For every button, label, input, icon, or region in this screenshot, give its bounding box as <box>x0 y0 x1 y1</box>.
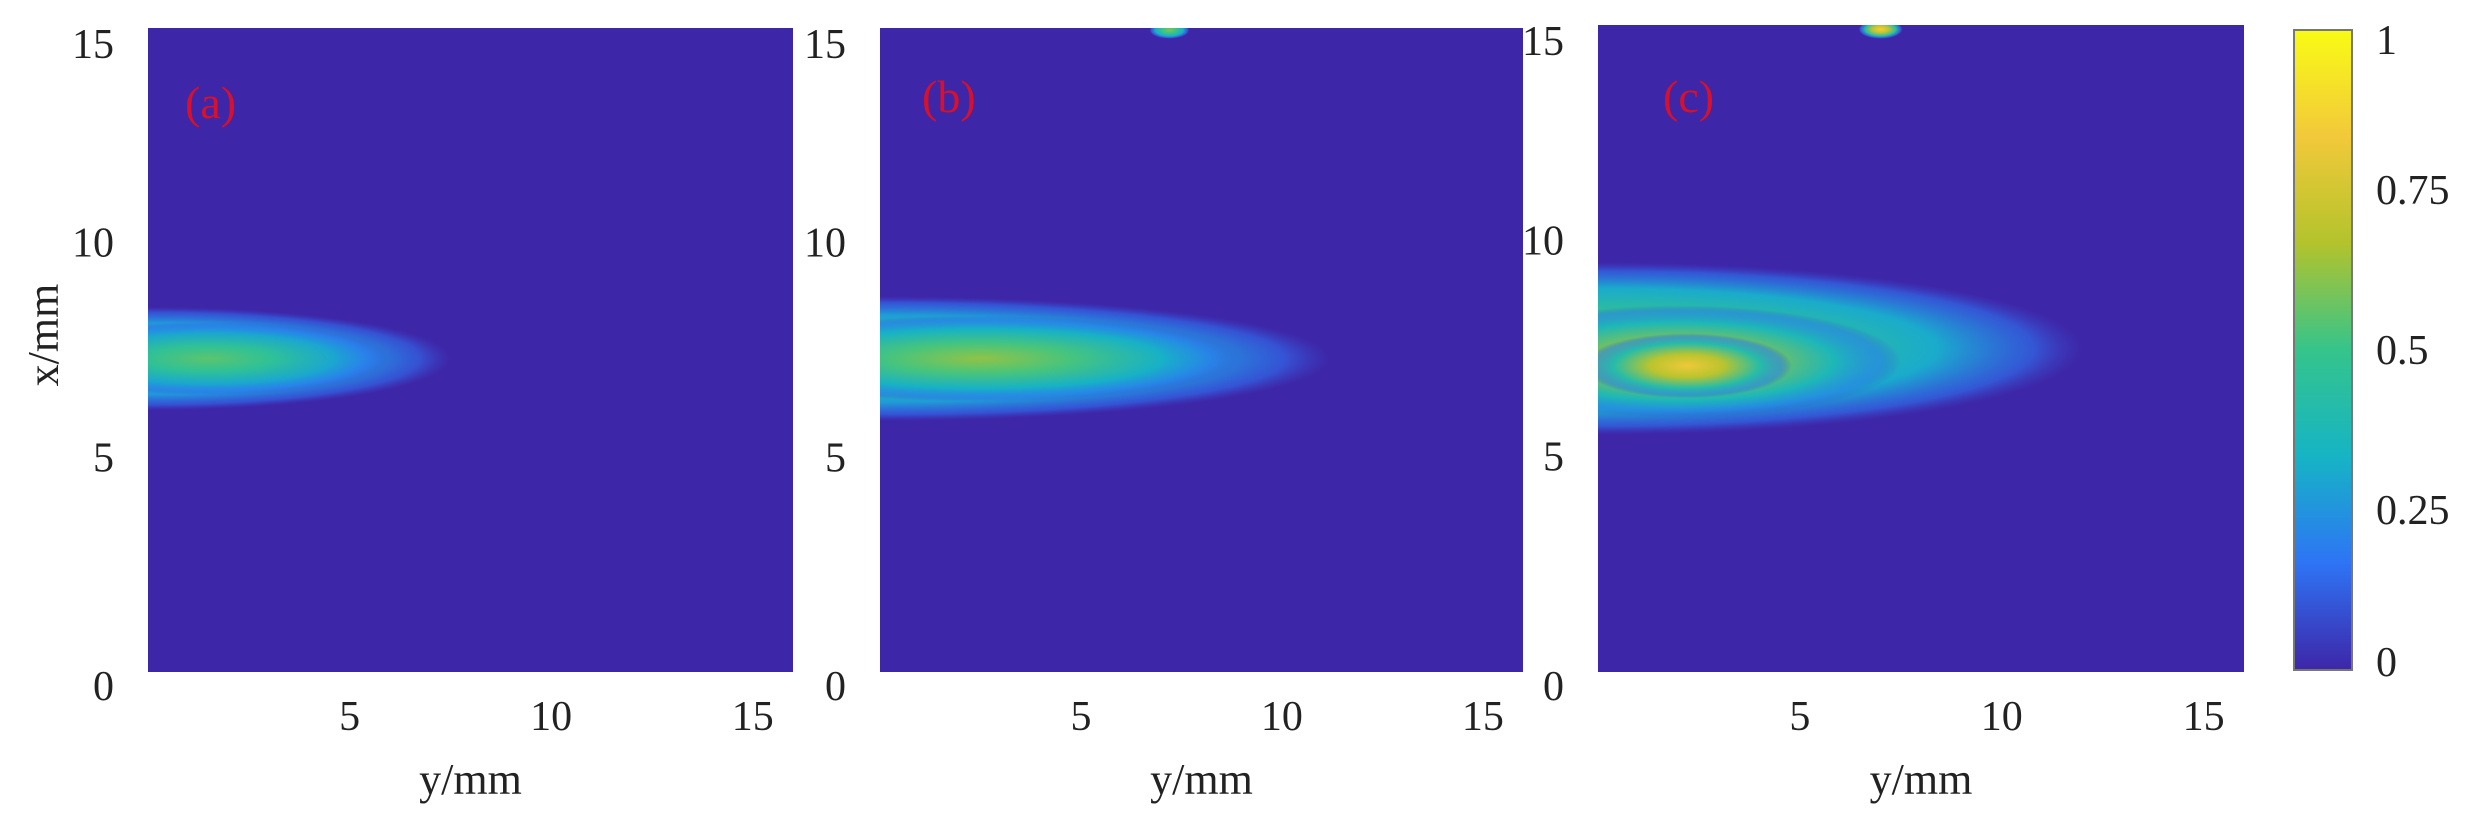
x-axis-label: y/mm <box>1870 755 1973 804</box>
x-tick-label: 10 <box>530 694 572 740</box>
x-tick-label: 10 <box>1981 694 2023 740</box>
x-tick-label: 15 <box>732 694 774 740</box>
y-tick-label: 10 <box>72 221 114 267</box>
colorbar-tick-label: 0 <box>2376 640 2397 686</box>
y-tick-label: 10 <box>804 221 846 267</box>
colorbar-tick-label: 1 <box>2376 18 2397 64</box>
y-tick-label: 0 <box>1543 664 1564 710</box>
colorbar-tick-label: 0.25 <box>2376 488 2450 534</box>
x-axis-label: y/mm <box>419 755 522 804</box>
x-tick-label: 5 <box>1789 694 1810 740</box>
y-tick-label: 15 <box>804 22 846 68</box>
y-tick-label: 15 <box>72 22 114 68</box>
colorbar-gradient <box>2293 29 2353 671</box>
panel-3: (c) 5 10 15 0 5 10 15 y/mm <box>1522 19 2244 804</box>
y-tick-label: 5 <box>93 435 114 481</box>
colorbar-tick-label: 0.75 <box>2376 168 2450 214</box>
panel-1: (a) 5 10 15 0 5 10 15 y/mm x/mm <box>19 22 793 804</box>
hotspot-intensity <box>1149 28 1190 39</box>
y-tick-label: 15 <box>1522 19 1564 65</box>
panel-2: (b) 5 10 15 0 5 10 15 y/mm <box>804 22 1523 804</box>
x-axis-label: y/mm <box>1150 755 1253 804</box>
x-tick-label: 15 <box>2183 694 2225 740</box>
panel-label: (b) <box>922 71 976 122</box>
plume-intensity <box>880 315 1242 402</box>
x-tick-label: 10 <box>1261 694 1303 740</box>
x-tick-label: 5 <box>339 694 360 740</box>
panel-label: (a) <box>185 77 236 128</box>
plume-intensity <box>148 322 390 396</box>
x-tick-label: 15 <box>1462 694 1504 740</box>
plume-intensity <box>1598 333 1792 399</box>
y-tick-label: 5 <box>825 435 846 481</box>
y-tick-label: 5 <box>1543 434 1564 480</box>
hotspot-intensity <box>1858 25 1903 39</box>
colorbar-tick-label: 0.5 <box>2376 328 2429 374</box>
y-axis-label: x/mm <box>19 284 68 387</box>
colorbar: 0 0.25 0.5 0.75 1 <box>2293 18 2450 686</box>
y-tick-label: 0 <box>93 664 114 710</box>
panel-label: (c) <box>1663 71 1714 122</box>
y-tick-label: 10 <box>1522 219 1564 265</box>
x-tick-label: 5 <box>1070 694 1091 740</box>
y-tick-label: 0 <box>825 664 846 710</box>
